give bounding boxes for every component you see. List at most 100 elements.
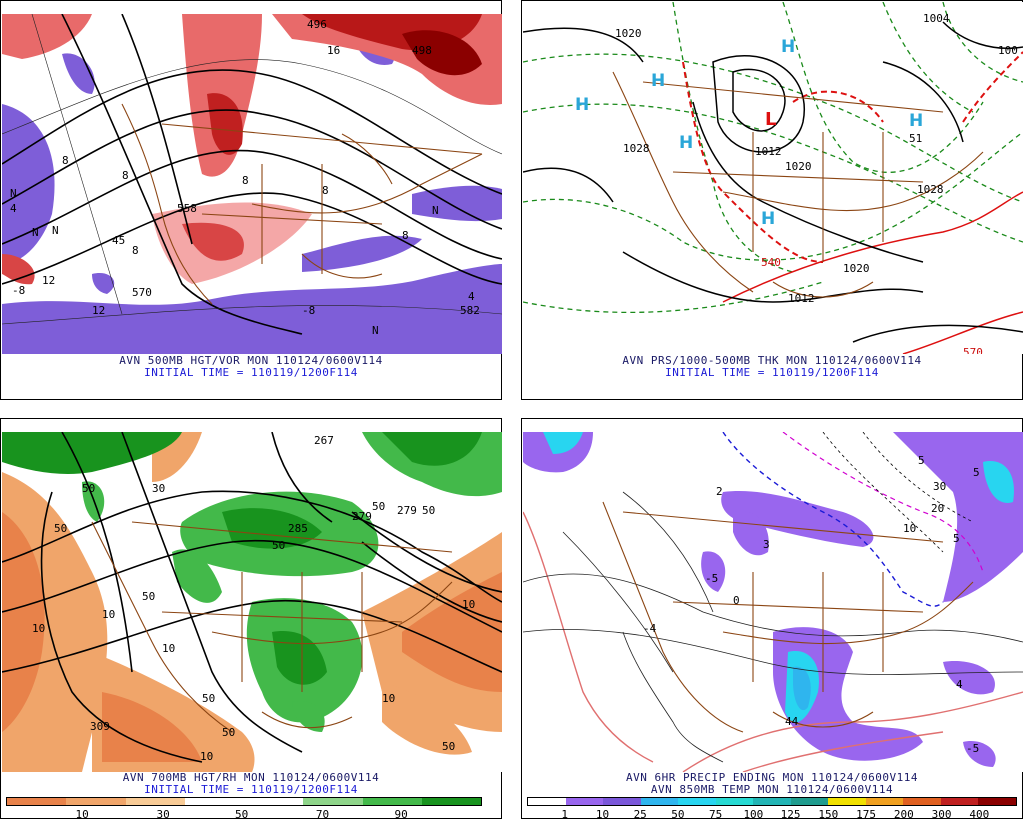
svg-text:50: 50: [422, 504, 435, 517]
svg-text:570: 570: [132, 286, 152, 299]
svg-text:30: 30: [152, 482, 165, 495]
colorbar-precip: [527, 797, 1017, 806]
caption-title-tr: AVN PRS/1000-500MB THK MON 110124/0600V1…: [622, 354, 922, 367]
svg-text:100: 100: [998, 44, 1018, 57]
svg-text:-4: -4: [643, 622, 657, 635]
svg-text:10: 10: [102, 608, 115, 621]
svg-text:N: N: [10, 187, 17, 200]
svg-text:N: N: [32, 226, 39, 239]
svg-text:582: 582: [460, 304, 480, 317]
svg-text:-5: -5: [705, 572, 718, 585]
svg-text:12: 12: [42, 274, 55, 287]
svg-text:10: 10: [200, 750, 213, 763]
colorbar-tick: 30: [156, 808, 170, 821]
map-pressure: 1020 1028 1012 1020 1028 1020 1012 1004 100 51…: [523, 2, 1023, 354]
svg-text:496: 496: [307, 18, 327, 31]
colorbar-swatch: [66, 798, 126, 805]
colorbar-swatch: [362, 798, 422, 805]
svg-text:279: 279: [352, 510, 372, 523]
colorbar-swatch: [903, 798, 941, 805]
caption-temp-br: AVN 850MB TEMP MON 110124/0600V114: [650, 783, 894, 796]
svg-text:H: H: [679, 133, 693, 153]
svg-text:8: 8: [242, 174, 249, 187]
svg-text:4: 4: [10, 202, 17, 215]
svg-text:5: 5: [953, 532, 960, 545]
svg-text:12: 12: [92, 304, 105, 317]
svg-text:8: 8: [62, 154, 69, 167]
svg-text:1012: 1012: [788, 292, 815, 305]
colorbar-tick: 10: [75, 808, 89, 821]
panel-precip-850temp: 5 5 30 20 2 3 4 44 -5 0 5 10 -4 -5 AVN 6HR PRECIP…: [521, 418, 1023, 821]
panel-700mb-rh: 267 50 50 50 50 50 50 50 50 285 279 279 309 10 10 …: [0, 418, 502, 821]
colorbar-rh: [6, 797, 482, 806]
svg-text:4: 4: [956, 678, 963, 691]
colorbar-tick: 50: [671, 808, 685, 821]
svg-text:45: 45: [112, 234, 125, 247]
colorbar-swatch: [678, 798, 716, 805]
svg-text:285: 285: [288, 522, 308, 535]
colorbar-tick: 100: [743, 808, 764, 821]
colorbar-swatch: [640, 798, 679, 805]
colorbar-swatch: [528, 798, 566, 805]
svg-text:50: 50: [272, 539, 285, 552]
colorbar-swatch: [303, 798, 363, 805]
caption-title-bl: AVN 700MB HGT/RH MON 110124/0600V114: [122, 771, 380, 784]
colorbar-swatch: [603, 798, 641, 805]
caption-init-tl: INITIAL TIME = 110119/1200F114: [144, 366, 358, 379]
colorbar-swatch: [715, 798, 754, 805]
colorbar-swatch: [753, 798, 791, 805]
svg-text:H: H: [651, 71, 665, 91]
colorbar-tick: 70: [315, 808, 330, 821]
colorbar-ticks-rh: 10 30 50 70 90: [6, 808, 482, 821]
svg-text:10: 10: [162, 642, 175, 655]
svg-text:3: 3: [763, 538, 770, 551]
svg-text:540: 540: [761, 256, 781, 269]
svg-text:0: 0: [733, 594, 740, 607]
svg-text:4: 4: [468, 290, 475, 303]
colorbar-swatch: [978, 798, 1016, 805]
colorbar-swatch: [7, 798, 67, 805]
colorbar-tick: 150: [818, 808, 839, 821]
svg-text:50: 50: [82, 482, 95, 495]
svg-text:-5: -5: [966, 742, 979, 755]
caption-title-tl: AVN 500MB HGT/VOR MON 110124/0600V114: [119, 354, 383, 367]
svg-text:10: 10: [462, 598, 475, 611]
svg-text:8: 8: [132, 244, 139, 257]
colorbar-tick: 25: [633, 808, 647, 821]
svg-text:20: 20: [931, 502, 944, 515]
colorbar-swatch: [421, 798, 481, 805]
svg-text:8: 8: [122, 169, 129, 182]
colorbar-tick: 400: [969, 808, 990, 821]
svg-text:10: 10: [382, 692, 395, 705]
colorbar-ticks-precip: 1 10 25 50 75 100 125 150 175 200 300 40…: [527, 808, 1017, 821]
svg-text:2: 2: [716, 485, 723, 498]
svg-text:50: 50: [222, 726, 235, 739]
svg-text:1012: 1012: [755, 145, 782, 158]
svg-text:N: N: [52, 224, 59, 237]
colorbar-tick: 90: [394, 808, 408, 821]
colorbar-swatch: [865, 798, 904, 805]
colorbar-tick: 75: [709, 808, 723, 821]
map-700mb: 267 50 50 50 50 50 50 50 50 285 279 279 309 10 10 …: [2, 432, 502, 772]
svg-text:50: 50: [442, 740, 455, 753]
svg-text:5: 5: [973, 466, 980, 479]
svg-text:1020: 1020: [843, 262, 870, 275]
colorbar-swatch: [790, 798, 829, 805]
colorbar-tick: 125: [780, 808, 801, 821]
svg-text:H: H: [761, 209, 775, 229]
svg-text:N: N: [372, 324, 379, 337]
colorbar-tick: 50: [234, 808, 249, 821]
svg-text:1028: 1028: [623, 142, 650, 155]
colorbar-tick: 1: [561, 808, 569, 821]
svg-text:267: 267: [314, 434, 334, 447]
svg-text:1020: 1020: [615, 27, 642, 40]
colorbar-swatch: [940, 798, 979, 805]
caption-title-br: AVN 6HR PRECIP ENDING MON 110124/0600V11…: [625, 771, 919, 784]
svg-text:44: 44: [785, 715, 799, 728]
svg-text:10: 10: [903, 522, 916, 535]
svg-text:51: 51: [909, 132, 922, 145]
svg-text:H: H: [575, 95, 589, 115]
svg-text:N: N: [432, 204, 439, 217]
